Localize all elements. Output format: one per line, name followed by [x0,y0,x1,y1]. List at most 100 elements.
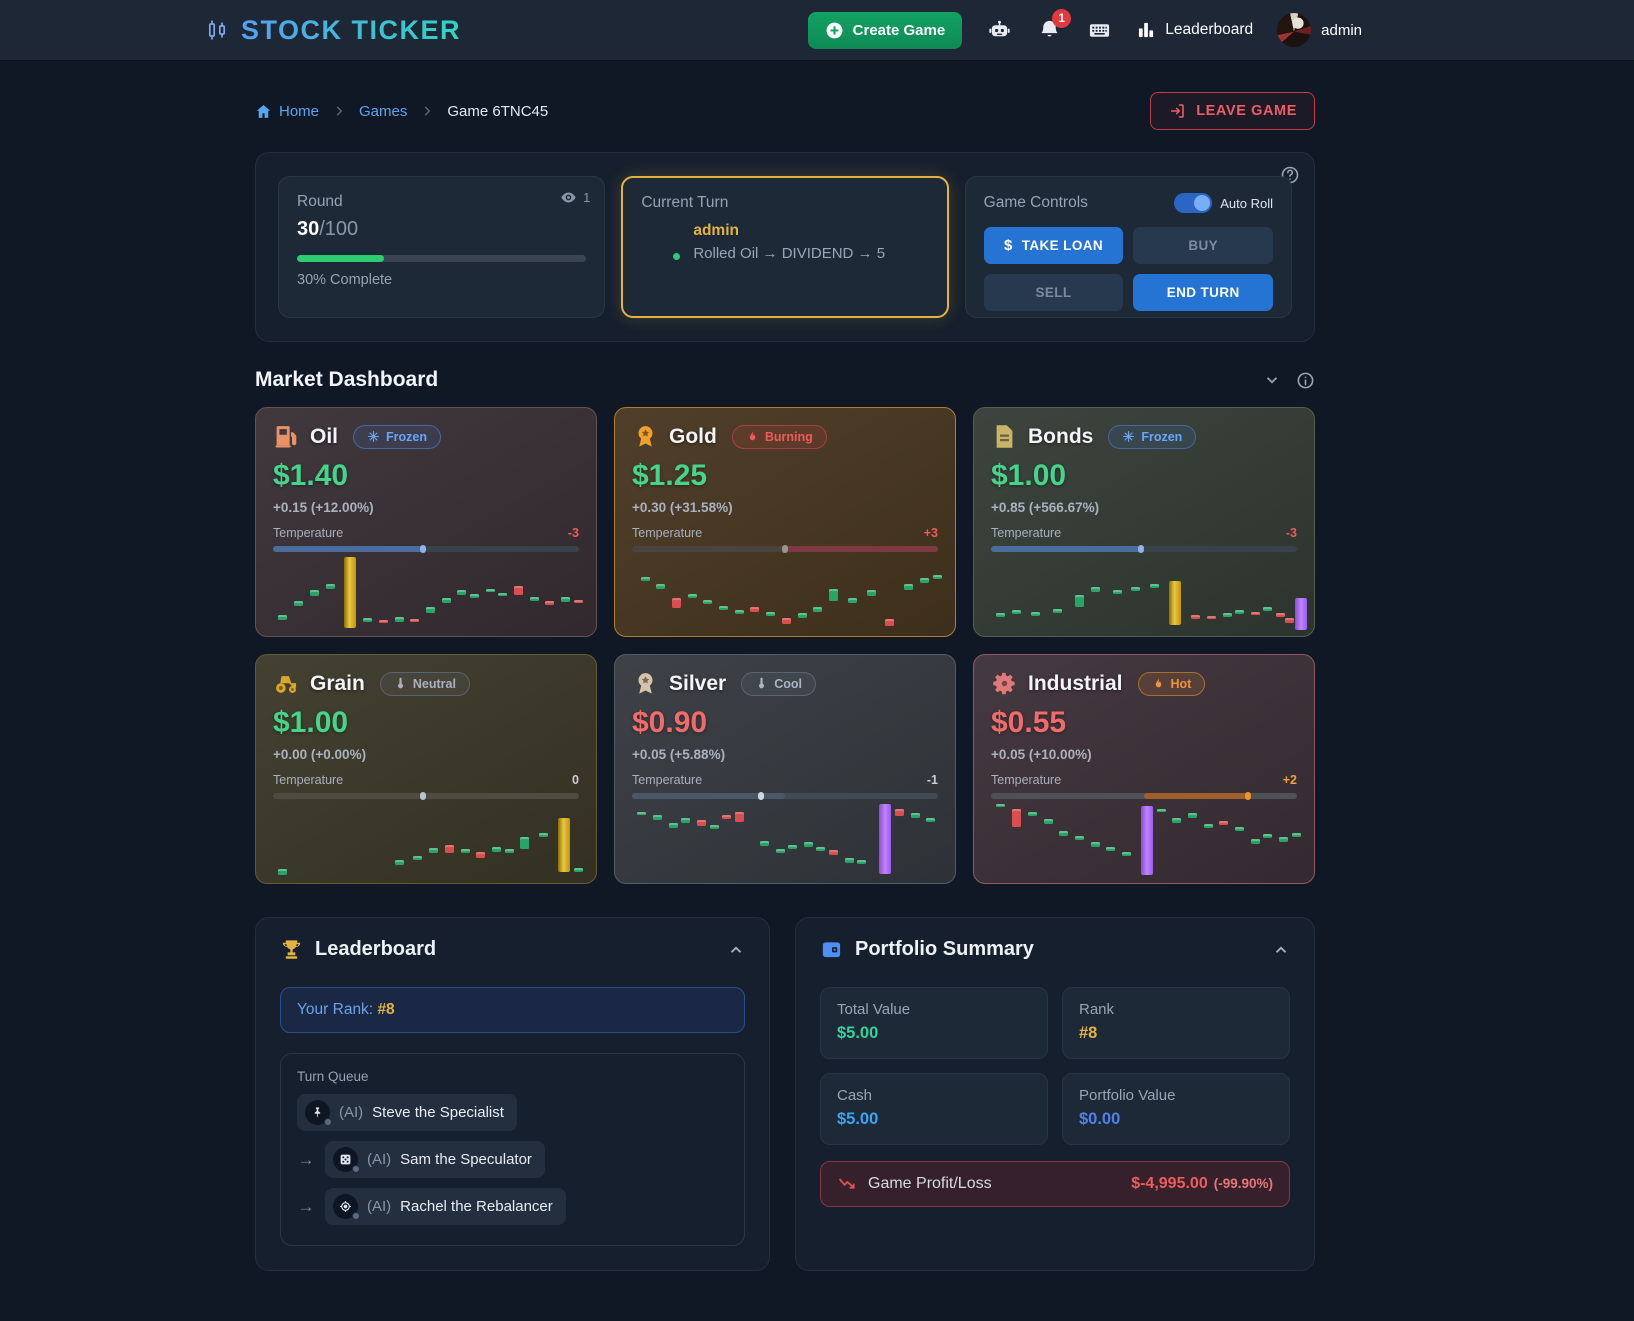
candle [750,607,760,612]
take-loan-button[interactable]: $ TAKE LOAN [983,227,1124,264]
sell-button[interactable]: SELL [983,274,1124,311]
leave-game-button[interactable]: LEAVE GAME [1150,92,1315,130]
chevron-up-icon[interactable] [1272,941,1290,959]
market-status-badge: Burning [731,424,827,449]
market-status-badge: Cool [741,671,816,696]
auto-roll-toggle[interactable] [1174,193,1213,213]
bar-chart-icon [1136,20,1156,40]
dice-icon [333,1147,360,1173]
end-turn-button[interactable]: END TURN [1133,274,1273,311]
game-controls-label: Game Controls [983,194,1088,211]
market-price: $0.90 [632,706,708,739]
chevron-right-icon [332,104,346,118]
candle [278,869,288,875]
price-chart [269,554,583,630]
candle [816,847,826,852]
tractor-icon [273,670,300,697]
candle [1235,826,1245,832]
notification-badge: 1 [1052,9,1072,28]
snowflake-icon [367,430,380,443]
market-dashboard-title: Market Dashboard [255,368,439,391]
market-price: $1.00 [991,459,1067,492]
candle [469,594,479,599]
buy-button[interactable]: BUY [1133,227,1273,264]
price-chart [987,801,1301,877]
candle [1090,587,1100,592]
candle [697,820,707,827]
candle [885,619,895,627]
candle [378,620,388,624]
queue-player[interactable]: (AI) Rachel the Rebalancer [325,1188,566,1225]
candle [828,850,838,855]
current-turn-card: Current Turn admin Rolled Oil → DIVIDEND… [621,176,949,318]
candle [894,808,904,817]
eye-icon [560,189,577,206]
temperature-value: -1 [926,773,938,787]
trend-down-icon [837,1174,857,1194]
queue-player[interactable]: (AI) Sam the Speculator [325,1141,545,1178]
portfolio-title: Portfolio Summary [855,938,1034,960]
breadcrumb-games[interactable]: Games [359,102,408,120]
temperature-label: Temperature [273,773,344,787]
temperature-label: Temperature [632,526,703,540]
nav-leaderboard-link[interactable]: Leaderboard [1136,20,1253,40]
online-status-dot [671,251,683,262]
turn-queue-box: Turn Queue (AI) Steve the Specialist → (AI)… [280,1053,745,1246]
candle [426,607,435,614]
candle [476,851,486,858]
temperature-label: Temperature [991,526,1062,540]
queue-row: (AI) Steve the Specialist [297,1094,728,1131]
chevron-down-icon[interactable] [1263,371,1281,389]
snowflake-icon [1122,430,1135,443]
bell-icon[interactable]: 1 [1036,9,1072,43]
candle [734,811,744,822]
market-card-grain[interactable]: Grain Neutral $1.00 +0.00 (+0.00%) Tempe… [255,654,597,884]
candle [996,613,1006,618]
candle [797,613,807,618]
candle [561,596,571,602]
info-icon[interactable] [1296,371,1315,390]
temperature-value: -3 [1285,526,1297,540]
market-change: +0.00 (+0.00%) [273,747,367,762]
toggle-knob [1194,195,1211,211]
keyboard-icon[interactable] [1086,17,1112,43]
stat-rank: Rank #8 [1062,987,1290,1059]
market-card-bonds[interactable]: Bonds Frozen $1.00 +0.85 (+566.67%) Temp… [973,407,1315,637]
robot-icon[interactable] [986,17,1012,43]
candle [1156,808,1166,813]
candle [1250,611,1260,615]
market-card-silver[interactable]: Silver Cool $0.90 +0.05 (+5.88%) Tempera… [614,654,956,884]
user-menu[interactable]: admin [1277,13,1362,47]
auto-roll-label: Auto Roll [1220,195,1273,211]
candle [1059,831,1069,836]
plus-circle-icon [825,21,844,40]
market-price: $0.55 [991,706,1067,739]
market-status-badge: Hot [1137,671,1206,696]
chevron-up-icon[interactable] [727,941,745,959]
market-card-industrial[interactable]: Industrial Hot $0.55 +0.05 (+10.00%) Tem… [973,654,1315,884]
brand-text: STOCK TICKER [241,14,462,45]
market-card-oil[interactable]: Oil Frozen $1.40 +0.15 (+12.00%) Tempera… [255,407,597,637]
candle [410,618,420,622]
player-name: Rachel the Rebalancer [400,1198,553,1215]
candle [656,584,666,589]
thermometer-icon [394,677,407,690]
candle [1235,610,1245,615]
brand[interactable]: STOCK TICKER [205,15,461,46]
queue-player[interactable]: (AI) Steve the Specialist [297,1094,517,1131]
leaderboard-panel: Leaderboard Your Rank: #8 Turn Queue (AI… [255,917,770,1271]
player-name: Steve the Specialist [372,1104,504,1121]
ai-prefix: (AI) [367,1151,392,1168]
create-game-button[interactable]: Create Game [807,11,963,49]
candle [504,848,514,853]
chevron-right-icon [420,104,434,118]
username: admin [1321,21,1362,39]
round-card: Round 1 30/100 30% Complete [278,176,606,318]
candle [734,610,744,615]
breadcrumb-home[interactable]: Home [255,103,319,120]
top-navbar: STOCK TICKER Create Game [0,0,1634,61]
temperature-bar [273,545,579,553]
market-card-gold[interactable]: Gold Burning $1.25 +0.30 (+31.58%) Tempe… [614,407,956,637]
flame-icon [1152,677,1165,690]
temperature-value: 0 [572,773,579,787]
